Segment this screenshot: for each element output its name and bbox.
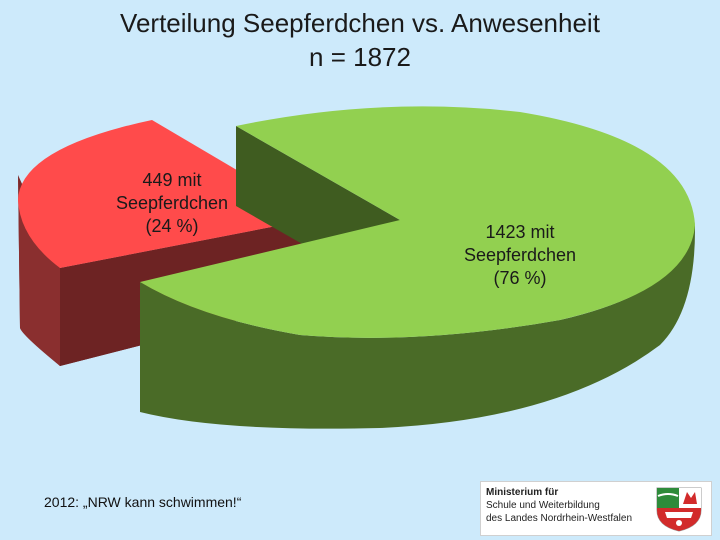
nrw-crest-icon [656,487,702,532]
chart-title: Verteilung Seepferdchen vs. Anwesenheit … [0,6,720,74]
slice-label-red: 449 mit Seepferdchen (24 %) [116,170,228,236]
slice-red-top [18,120,318,268]
ministry-logo-line2: Schule und Weiterbildung [486,500,600,511]
slice-label-green-line3: (76 %) [493,268,546,288]
slice-label-green-line1: 1423 mit [485,222,554,242]
slice-green-side [140,222,695,429]
slice-label-red-line1: 449 mit [142,170,201,190]
slice-label-green-line2: Seepferdchen [464,245,576,265]
ministry-logo: Ministerium für Schule und Weiterbildung… [480,481,712,536]
slice-red-side-left [18,175,60,366]
slice-green-top [140,106,695,338]
footer-note: 2012: „NRW kann schwimmen!“ [44,494,242,510]
ministry-logo-line1: Ministerium für [486,487,559,498]
slice-label-green: 1423 mit Seepferdchen (76 %) [464,222,576,288]
chart-title-line1: Verteilung Seepferdchen vs. Anwesenheit [120,8,600,38]
slice-label-red-line2: Seepferdchen [116,193,228,213]
slice-label-red-line3: (24 %) [145,216,198,236]
ministry-logo-text: Ministerium für Schule und Weiterbildung… [486,486,632,525]
chart-title-line2: n = 1872 [309,42,411,72]
ministry-logo-line3: des Landes Nordrhein-Westfalen [486,513,633,524]
